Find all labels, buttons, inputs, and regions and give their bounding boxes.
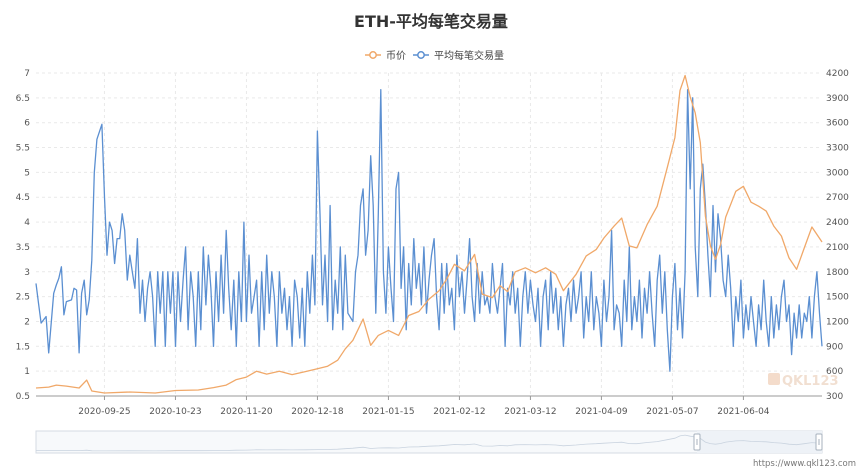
slider-handle-left[interactable] <box>693 433 701 451</box>
legend-volume-label: 平均每笔交易量 <box>434 49 504 62</box>
x-tick-label: 2021-02-12 <box>433 407 485 417</box>
left-tick-label: 5.5 <box>16 144 30 154</box>
x-tick-label: 2020-10-23 <box>149 407 201 417</box>
right-tick-label: 2700 <box>826 193 849 203</box>
legend-item-volume[interactable]: 平均每笔交易量 <box>413 49 504 62</box>
right-tick-label: 300 <box>826 392 843 402</box>
left-tick-label: 5 <box>24 168 30 178</box>
right-tick-label: 4200 <box>826 69 849 79</box>
x-tick-label: 2021-05-07 <box>646 407 698 417</box>
series-line-volume <box>35 88 823 372</box>
right-tick-label: 900 <box>826 342 843 352</box>
right-tick-label: 3600 <box>826 119 849 129</box>
left-tick-label: 2.5 <box>16 293 30 303</box>
slider-handle-right[interactable] <box>815 433 823 451</box>
chart-title: ETH-平均每笔交易量 <box>354 12 508 31</box>
right-tick-label: 3900 <box>826 94 849 104</box>
x-tick-label: 2021-06-04 <box>717 407 770 417</box>
slider-preview-line <box>36 434 823 452</box>
watermark: QKL123 <box>768 373 839 389</box>
left-tick-label: 2 <box>24 317 30 327</box>
right-tick-label: 1800 <box>826 268 849 278</box>
left-tick-label: 4 <box>24 218 30 228</box>
legend-price-label: 币价 <box>386 50 406 62</box>
left-axis-ticks: 0.5 1 1.5 2 2.5 3 3.5 4 4.5 5 5.5 6 6.5 7 <box>16 69 31 402</box>
legend-volume-swatch-dot <box>417 51 425 59</box>
x-tick-label: 2021-01-15 <box>362 407 414 417</box>
legend-item-price[interactable]: 币价 <box>365 50 406 62</box>
right-tick-label: 600 <box>826 367 843 377</box>
left-tick-label: 6 <box>24 119 30 129</box>
left-tick-label: 1 <box>24 367 30 377</box>
left-tick-label: 6.5 <box>16 94 30 104</box>
left-tick-label: 3.5 <box>16 243 30 253</box>
x-tick-label: 2021-04-09 <box>575 407 628 417</box>
grid <box>36 72 822 396</box>
x-tick-label: 2020-12-18 <box>291 407 344 417</box>
zoom-slider[interactable] <box>35 430 823 454</box>
right-tick-label: 1200 <box>826 317 849 327</box>
left-tick-label: 7 <box>24 69 30 79</box>
x-tick-label: 2020-11-20 <box>220 407 273 417</box>
x-axis-ticks: 2020-09-25 2020-10-23 2020-11-20 2020-12-18… <box>78 396 770 417</box>
right-axis-ticks: 300 600 900 1200 1500 1800 2100 2400 2700 3000 330… <box>826 69 849 402</box>
left-tick-label: 4.5 <box>16 193 30 203</box>
left-tick-label: 0.5 <box>16 392 30 402</box>
series-line-price <box>35 74 823 394</box>
right-tick-label: 1500 <box>826 293 849 303</box>
right-tick-label: 3300 <box>826 144 849 154</box>
right-tick-label: 2100 <box>826 243 849 253</box>
x-tick-label: 2020-09-25 <box>78 407 130 417</box>
right-tick-label: 3000 <box>826 168 849 178</box>
right-tick-label: 2400 <box>826 218 849 228</box>
left-tick-label: 1.5 <box>16 342 30 352</box>
left-tick-label: 3 <box>24 268 30 278</box>
footer-url[interactable]: https://www.qkl123.com <box>753 459 856 469</box>
legend: 币价 平均每笔交易量 <box>365 49 504 62</box>
legend-price-swatch-dot <box>369 51 377 59</box>
x-tick-label: 2021-03-12 <box>504 407 556 417</box>
watermark-text: QKL123 <box>782 374 839 389</box>
watermark-logo-icon <box>768 373 780 385</box>
